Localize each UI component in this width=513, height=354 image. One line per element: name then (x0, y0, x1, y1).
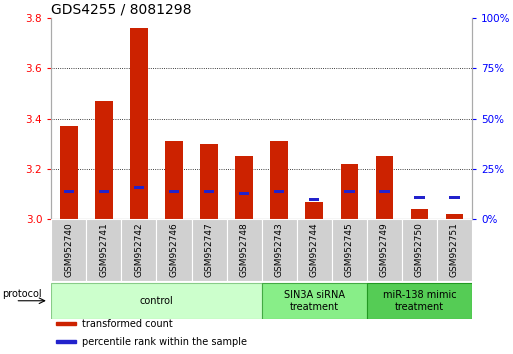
Bar (134, 185, 144, 189)
FancyBboxPatch shape (227, 219, 262, 281)
Text: GSM952741: GSM952741 (100, 222, 108, 277)
Bar (204, 190, 214, 193)
Bar (410, 210, 428, 219)
Text: GSM952743: GSM952743 (274, 222, 284, 277)
Bar (414, 196, 425, 199)
FancyBboxPatch shape (297, 219, 332, 281)
Bar (270, 141, 288, 219)
Bar (98, 190, 109, 193)
Bar (55, 340, 76, 343)
Text: protocol: protocol (3, 289, 42, 299)
Text: GDS4255 / 8081298: GDS4255 / 8081298 (51, 2, 192, 17)
FancyBboxPatch shape (262, 283, 367, 319)
FancyBboxPatch shape (191, 219, 227, 281)
Text: GSM952748: GSM952748 (240, 222, 249, 277)
Text: GSM952740: GSM952740 (64, 222, 73, 277)
Bar (376, 156, 393, 219)
Text: GSM952747: GSM952747 (205, 222, 213, 277)
Bar (305, 202, 323, 219)
FancyBboxPatch shape (332, 219, 367, 281)
FancyBboxPatch shape (51, 219, 86, 281)
Text: percentile rank within the sample: percentile rank within the sample (83, 337, 247, 347)
Bar (64, 190, 74, 193)
Bar (446, 215, 463, 219)
Bar (235, 156, 253, 219)
Bar (169, 190, 179, 193)
FancyBboxPatch shape (367, 283, 472, 319)
FancyBboxPatch shape (402, 219, 437, 281)
FancyBboxPatch shape (122, 219, 156, 281)
Bar (379, 190, 389, 193)
Bar (309, 198, 320, 201)
FancyBboxPatch shape (367, 219, 402, 281)
Text: GSM952749: GSM952749 (380, 222, 389, 277)
Bar (274, 190, 284, 193)
FancyBboxPatch shape (51, 283, 262, 319)
Bar (200, 144, 218, 219)
Bar (239, 192, 249, 195)
Text: GSM952745: GSM952745 (345, 222, 354, 277)
Bar (449, 196, 460, 199)
FancyBboxPatch shape (437, 219, 472, 281)
FancyBboxPatch shape (262, 219, 297, 281)
Text: miR-138 mimic
treatment: miR-138 mimic treatment (383, 290, 456, 312)
Bar (341, 164, 358, 219)
Text: GSM952750: GSM952750 (415, 222, 424, 277)
Text: transformed count: transformed count (83, 319, 173, 329)
Bar (60, 126, 77, 219)
FancyBboxPatch shape (156, 219, 191, 281)
Text: GSM952742: GSM952742 (134, 222, 144, 277)
Text: SIN3A siRNA
treatment: SIN3A siRNA treatment (284, 290, 345, 312)
Text: GSM952744: GSM952744 (310, 222, 319, 277)
FancyBboxPatch shape (86, 219, 122, 281)
Bar (55, 322, 76, 325)
Bar (344, 190, 354, 193)
Text: GSM952751: GSM952751 (450, 222, 459, 277)
Bar (165, 141, 183, 219)
Text: GSM952746: GSM952746 (169, 222, 179, 277)
Text: control: control (140, 296, 173, 306)
Bar (95, 101, 113, 219)
Bar (130, 28, 148, 219)
